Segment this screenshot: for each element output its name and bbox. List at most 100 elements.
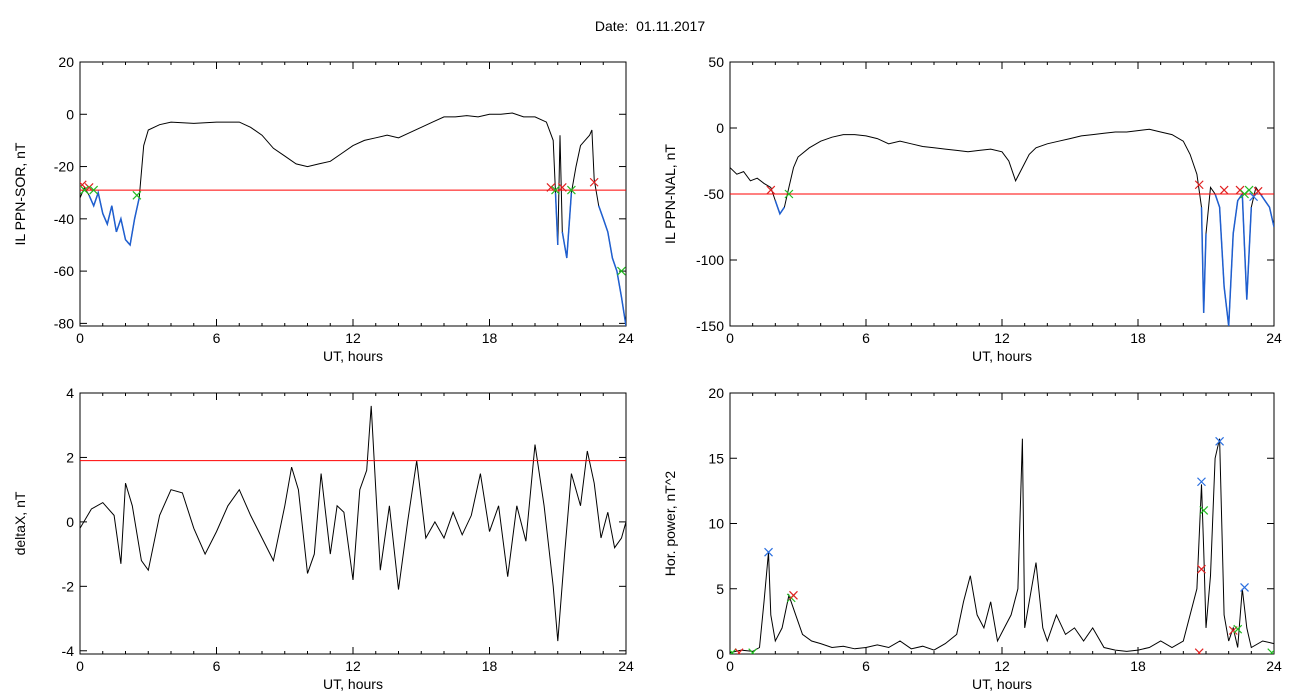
- event-marker-green: [566, 185, 576, 195]
- marker-stroke: [750, 648, 758, 654]
- marker-stroke: [1244, 185, 1254, 195]
- below-threshold-segment: [1214, 191, 1253, 326]
- marker-stroke: [80, 185, 89, 195]
- event-marker-green: [1233, 624, 1243, 634]
- series-line: [80, 112, 626, 326]
- panel-1: 0 6 12 18 24 20 0 -20 -40 -60 -80 UT, hours IL PPN-S…: [12, 54, 634, 364]
- event-marker-red: [546, 183, 556, 192]
- figure-title: Date: 01.11.2017: [594, 18, 706, 34]
- event-marker-red: [557, 183, 567, 192]
- marker-stroke: [764, 547, 773, 557]
- event-marker-blue: [1197, 477, 1206, 487]
- y-tick-label: 2: [66, 449, 74, 465]
- event-marker-green: [80, 185, 89, 195]
- x-tick-label: 6: [862, 330, 870, 346]
- x-axis-label: UT, hours: [972, 676, 1032, 692]
- marker-stroke: [1197, 648, 1204, 654]
- marker-stroke: [1240, 583, 1249, 592]
- x-tick-label: 6: [862, 658, 870, 674]
- marker-stroke: [736, 648, 744, 654]
- event-marker-red: [1253, 186, 1263, 196]
- x-tick-label: 12: [345, 658, 361, 674]
- y-tick-label: -80: [54, 315, 74, 331]
- data-layer: [80, 405, 626, 642]
- x-axis-label: UT, hours: [323, 348, 383, 364]
- y-tick-label: -150: [696, 318, 724, 334]
- event-marker-green: [551, 185, 560, 195]
- y-axis-label: IL PPN-NAL, nT: [662, 144, 678, 244]
- data-layer: [730, 128, 1274, 326]
- y-axis-label: Hor. power, nT^2: [662, 471, 678, 577]
- marker-stroke: [784, 189, 794, 199]
- marker-stroke: [730, 648, 737, 654]
- x-tick-label: 18: [1130, 658, 1146, 674]
- event-marker-green: [617, 266, 626, 276]
- marker-stroke: [551, 185, 560, 195]
- y-tick-label: -50: [704, 186, 724, 202]
- marker-stroke: [589, 177, 599, 187]
- x-tick-label: 12: [345, 330, 361, 346]
- x-tick-label: 24: [1266, 330, 1282, 346]
- marker-stroke: [789, 590, 798, 600]
- y-tick-label: 5: [716, 581, 724, 597]
- x-tick-label: 6: [213, 658, 221, 674]
- marker-stroke: [557, 183, 567, 192]
- marker-stroke: [1199, 506, 1209, 515]
- x-tick-label: 18: [482, 330, 498, 346]
- below-threshold-segment: [561, 192, 573, 259]
- y-axis-label: IL PPN-SOR, nT: [12, 142, 28, 245]
- series-line: [80, 405, 626, 642]
- event-marker-green: [1244, 185, 1254, 195]
- x-tick-label: 0: [726, 330, 734, 346]
- event-marker-red: [1194, 180, 1204, 190]
- x-tick-label: 0: [76, 330, 84, 346]
- marker-stroke: [546, 183, 556, 192]
- y-tick-label: -40: [54, 211, 74, 227]
- x-axis-label: UT, hours: [972, 348, 1032, 364]
- marker-stroke: [766, 185, 776, 195]
- marker-stroke: [1194, 180, 1204, 190]
- x-tick-label: 12: [994, 658, 1010, 674]
- y-tick-label: 15: [708, 450, 724, 466]
- y-tick-label: -60: [54, 263, 74, 279]
- below-threshold-segment: [1259, 193, 1274, 228]
- y-tick-label: 50: [708, 54, 724, 70]
- panel-4: 0 6 12 18 24 20 15 10 5 0 UT, hours Hor. power, nT^…: [662, 385, 1282, 692]
- data-layer: [80, 112, 626, 326]
- series-line: [730, 128, 1274, 326]
- event-marker-red: [789, 590, 798, 600]
- x-tick-label: 18: [482, 658, 498, 674]
- event-marker-blue: [1215, 436, 1225, 446]
- event-marker-red: [734, 648, 744, 654]
- event-marker-red: [766, 185, 776, 195]
- marker-stroke: [84, 183, 94, 192]
- marker-stroke: [89, 185, 99, 195]
- x-tick-label: 18: [1130, 330, 1146, 346]
- y-tick-label: -4: [62, 643, 75, 659]
- event-marker-green: [730, 648, 737, 654]
- x-tick-label: 0: [76, 658, 84, 674]
- below-threshold-segment: [554, 192, 559, 246]
- y-tick-label: 20: [708, 385, 724, 401]
- below-threshold-segment: [88, 189, 140, 247]
- series-line: [730, 438, 1274, 654]
- y-tick-label: -20: [54, 159, 74, 175]
- x-tick-label: 24: [618, 330, 634, 346]
- panel-3: 0 6 12 18 24 4 2 0 -2 -4 UT, hours deltaX, nT: [12, 385, 634, 692]
- y-tick-label: -2: [62, 578, 75, 594]
- event-marker-blue: [764, 547, 773, 557]
- event-marker-green: [1199, 506, 1209, 515]
- marker-stroke: [1197, 564, 1206, 574]
- below-threshold-segment: [597, 205, 626, 326]
- event-marker-red: [589, 177, 599, 187]
- event-marker-green: [1267, 648, 1274, 654]
- x-tick-label: 12: [994, 330, 1010, 346]
- event-marker-red: [1197, 564, 1206, 574]
- x-tick-label: 24: [1266, 658, 1282, 674]
- y-tick-label: 0: [66, 514, 74, 530]
- data-layer: [730, 436, 1274, 654]
- y-tick-label: 4: [66, 385, 74, 401]
- marker-stroke: [80, 180, 87, 188]
- y-tick-label: 10: [708, 516, 724, 532]
